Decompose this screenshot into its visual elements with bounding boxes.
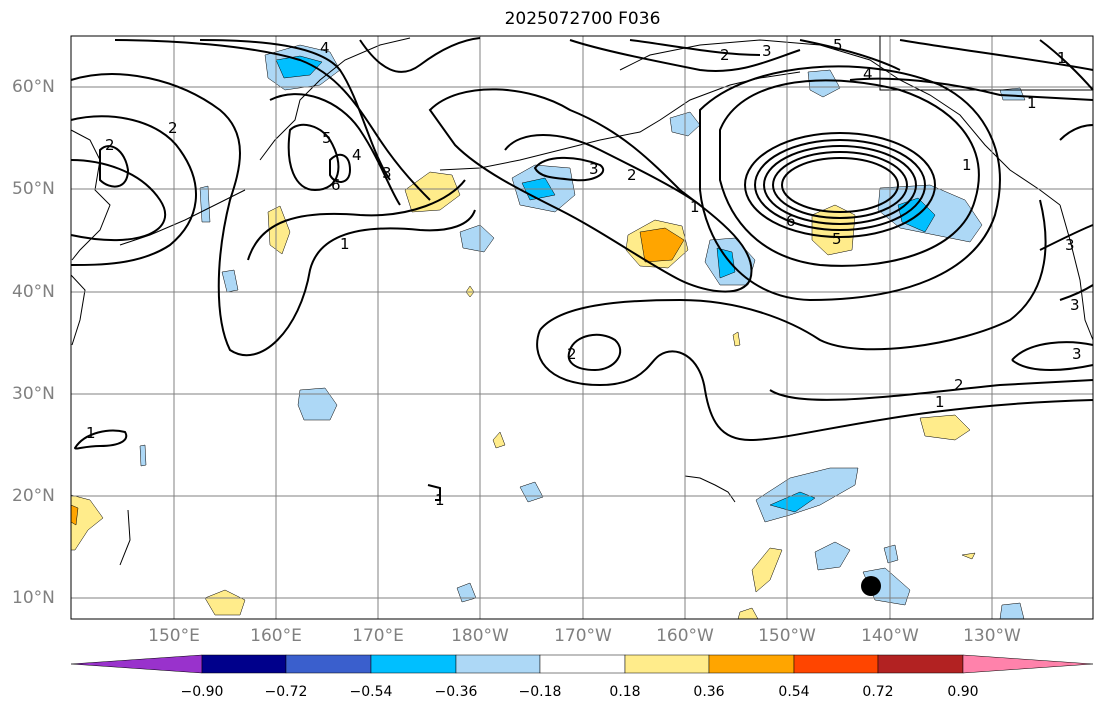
map-title: 2025072700 F036	[504, 9, 661, 29]
lon-tick-label: 140°W	[861, 626, 919, 646]
lon-tick-label: 170°W	[554, 626, 612, 646]
contour-label: 4	[352, 146, 362, 164]
positive-anomaly-patch	[492, 431, 506, 449]
contour-label: 4	[863, 65, 873, 83]
positive-anomaly-patch	[732, 331, 741, 347]
positive-anomaly-patch	[267, 205, 291, 255]
colorbar-segment	[455, 654, 541, 674]
kamchatka-coastline	[259, 37, 411, 161]
contour-label: 2	[567, 345, 577, 363]
aleutian-islands	[439, 71, 801, 171]
contour-label: 3	[589, 160, 599, 178]
contour-label: 5	[322, 129, 332, 147]
contour-label: 1	[86, 424, 96, 442]
lon-tick-label: 170°E	[352, 626, 404, 646]
contour-label: 3	[1065, 236, 1075, 254]
lat-tick-label: 40°N	[12, 282, 55, 302]
colorbar-segment	[370, 654, 457, 674]
contour-label: 1	[435, 491, 445, 509]
colorbar-tick-label: −0.18	[518, 684, 562, 700]
colorbar-tick-label: −0.90	[180, 684, 224, 700]
colorbar-tick-label: 0.72	[862, 684, 894, 700]
contour-label: 5	[833, 36, 843, 54]
lon-tick-label: 150°W	[758, 626, 816, 646]
negative-anomaly-patch	[221, 269, 239, 293]
colorbar-tick-label: 0.54	[778, 684, 810, 700]
contour-label: 1	[1027, 94, 1037, 112]
lon-tick-label: 160°E	[250, 626, 302, 646]
colorbar-segment	[624, 654, 710, 674]
contour-label: 1	[962, 156, 972, 174]
positive-anomaly-core	[639, 227, 685, 263]
japan-coastline	[70, 274, 86, 346]
colorbar-tick-label: 0.18	[609, 684, 641, 700]
positive-anomaly-patch	[204, 589, 246, 616]
negative-anomaly-patch	[883, 544, 899, 564]
colorbar-segment	[285, 654, 372, 674]
contour-label: 3	[1072, 345, 1082, 363]
contour-label: 3	[382, 164, 392, 182]
colorbar-tick-label: −0.72	[264, 684, 308, 700]
lat-tick-label: 30°N	[12, 384, 55, 404]
contour-label: 1	[935, 393, 945, 411]
colorbar	[70, 654, 1094, 674]
contour-label: 3	[1070, 296, 1080, 314]
lon-tick-label: 180°W	[451, 626, 509, 646]
lat-tick-label: 50°N	[12, 179, 55, 199]
colorbar-segment	[793, 654, 879, 674]
negative-anomaly-patch	[139, 444, 147, 467]
negative-anomaly-core	[716, 247, 736, 279]
colorbar-tick-label: 0.90	[947, 684, 979, 700]
plot-area	[71, 36, 1093, 619]
contour-label: 2	[168, 119, 178, 137]
negative-anomaly-patch	[814, 541, 851, 571]
mariana-islands	[119, 509, 131, 566]
colorbar-extend-high	[962, 654, 1094, 674]
contour-label: 4	[320, 39, 330, 57]
contour-label: 6	[786, 212, 796, 230]
asia-coastline	[70, 129, 111, 261]
contour-label: 2	[105, 136, 115, 154]
hawaii-islands	[684, 475, 736, 503]
contour-lines	[70, 37, 1094, 501]
contour-label: 6	[331, 176, 341, 194]
contour-label: 1	[340, 235, 350, 253]
positive-anomaly-patch	[961, 552, 976, 560]
colorbar-tick-label: −0.36	[434, 684, 478, 700]
colorbar-tick-label: 0.36	[693, 684, 725, 700]
colorbar-segment	[877, 654, 964, 674]
storm-center-marker	[861, 576, 881, 596]
contour-label: 2	[954, 376, 964, 394]
negative-anomaly-patch	[999, 602, 1025, 620]
positive-anomaly-patch	[404, 171, 461, 213]
positive-anomaly-patch	[751, 547, 783, 593]
contour-label: 5	[832, 230, 842, 248]
contour-label: 2	[720, 46, 730, 64]
positive-anomaly-patch	[919, 414, 971, 441]
colorbar-extend-low	[70, 654, 203, 674]
negative-anomaly-patch	[459, 224, 495, 253]
plot-frame	[70, 35, 1094, 620]
colorbar-tick-label: −0.54	[349, 684, 393, 700]
contour-label-group: 4 2 5 4 6 3 1 2 3 2 1 3 2 5 1 6 5 4 2 3 …	[86, 36, 1082, 509]
lat-tick-label: 10°N	[12, 588, 55, 608]
lon-tick-label: 150°E	[148, 626, 200, 646]
contour-label: 1	[1057, 49, 1067, 67]
colorbar-segment	[708, 654, 795, 674]
lon-tick-label: 130°W	[963, 626, 1021, 646]
negative-anomaly-patch	[297, 387, 338, 421]
negative-anomaly-patch	[519, 481, 544, 503]
lon-tick-label: 160°W	[656, 626, 714, 646]
contour-label: 1	[690, 198, 700, 216]
contour-label: 3	[762, 42, 772, 60]
lat-tick-label: 60°N	[12, 77, 55, 97]
north-america-coastline	[1059, 204, 1094, 341]
lat-tick-label: 20°N	[12, 486, 55, 506]
colorbar-segment	[539, 654, 626, 674]
border-line	[879, 36, 1093, 91]
negative-anomaly-patch	[199, 185, 211, 223]
colorbar-segment	[201, 654, 287, 674]
contour-label: 2	[627, 166, 637, 184]
